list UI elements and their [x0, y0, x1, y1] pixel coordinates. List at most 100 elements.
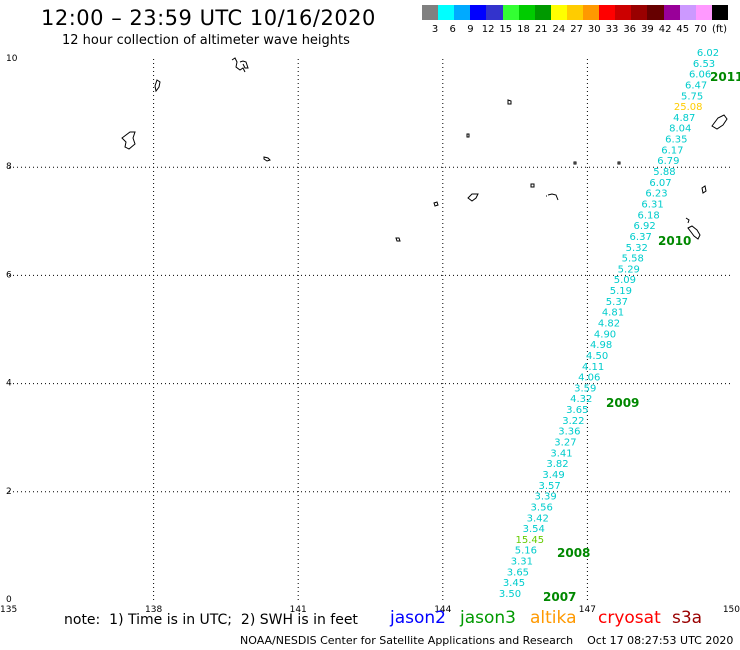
- island: [263, 156, 271, 162]
- track-value: 3.22: [562, 416, 584, 427]
- track-value: 6.53: [693, 59, 715, 70]
- y-tick-label: 4: [6, 379, 12, 389]
- satellite-name-jason2: jason2: [390, 608, 446, 628]
- track-value: 3.54: [523, 524, 545, 535]
- legend-swatch: [502, 5, 520, 20]
- legend-label: 45: [676, 24, 690, 35]
- cycle-label: 2008: [557, 546, 590, 560]
- cycle-label: 2011: [710, 70, 740, 84]
- legend-swatch: [534, 5, 552, 20]
- track-value: 3.57: [538, 481, 560, 492]
- legend-swatch: [454, 5, 471, 20]
- track-value: 3.31: [511, 557, 533, 568]
- legend-swatch: [615, 5, 632, 20]
- legend-swatch: [550, 5, 568, 20]
- legend-swatch: [663, 5, 681, 20]
- legend-swatch: [470, 5, 487, 20]
- track-value: 4.87: [673, 113, 695, 124]
- x-tick-label: 147: [579, 605, 596, 615]
- track-value: 6.18: [637, 210, 659, 221]
- track-value: 3.65: [507, 567, 529, 578]
- track-value: 15.45: [515, 535, 544, 546]
- legend-swatch: [631, 5, 648, 20]
- track-value: 3.39: [535, 492, 557, 503]
- legend-swatch: [583, 5, 600, 20]
- island: [466, 133, 470, 138]
- cycle-label: 2009: [606, 396, 639, 410]
- legend-label: 18: [517, 24, 530, 35]
- footer-credit: NOAA/NESDIS Center for Satellite Applica…: [240, 634, 734, 647]
- y-tick-label: 2: [6, 487, 12, 497]
- islands: [121, 57, 728, 242]
- legend-label: 42: [658, 24, 672, 35]
- legend-swatch: [518, 5, 536, 20]
- y-tick-label: 8: [6, 162, 12, 172]
- legend-swatch: [711, 5, 729, 20]
- legend-swatch: [695, 5, 713, 20]
- legend-label: 36: [623, 24, 637, 35]
- island: [467, 193, 479, 202]
- x-tick-label: 141: [290, 605, 307, 615]
- legend-swatch: [599, 5, 616, 20]
- island: [231, 57, 249, 73]
- track-value: 5.29: [618, 264, 640, 275]
- track-value: 4.06: [578, 373, 600, 384]
- legend-label: 30: [587, 24, 601, 35]
- track-value: 6.37: [630, 232, 652, 243]
- satellite-name-altika: altika: [530, 608, 577, 628]
- track-value: 5.19: [610, 286, 632, 297]
- altimeter-track: 3.503.453.653.315.1615.453.543.423.563.3…: [499, 48, 740, 604]
- track-value: 3.49: [542, 470, 564, 481]
- track-value: 5.37: [606, 297, 628, 308]
- island: [154, 79, 161, 93]
- legend-label: 9: [467, 24, 474, 35]
- track-value: 4.50: [586, 351, 608, 362]
- axis-ticks: 135 138 141 144 147 150 0 2 4 6 8 10: [0, 54, 740, 615]
- island: [573, 161, 577, 165]
- legend-swatch: [566, 5, 584, 20]
- track-value: 3.82: [546, 459, 568, 470]
- track-value: 4.81: [602, 308, 624, 319]
- track-value: 6.07: [649, 178, 671, 189]
- track-value: 6.23: [645, 189, 667, 200]
- track-value: 3.42: [527, 513, 549, 524]
- track-value: 3.59: [574, 383, 596, 394]
- island: [395, 237, 401, 242]
- island: [507, 99, 512, 105]
- track-value: 3.45: [503, 578, 525, 589]
- satellite-name-cryosat: cryosat: [598, 608, 661, 628]
- legend-label: 21: [534, 24, 548, 35]
- island: [685, 217, 701, 240]
- track-value: 6.35: [665, 135, 687, 146]
- track-value: 5.32: [626, 243, 648, 254]
- track-value: 3.27: [554, 438, 576, 449]
- legend-swatch: [679, 5, 697, 20]
- note-text: note: 1) Time is in UTC; 2) SWH is in fe…: [64, 612, 358, 628]
- legend-label: 27: [570, 24, 583, 35]
- island: [701, 185, 707, 194]
- cycle-label: 2010: [658, 234, 691, 248]
- track-value: 6.06: [689, 70, 711, 81]
- legend-swatch: [438, 5, 455, 20]
- track-value: 4.11: [582, 362, 604, 373]
- page-title: 12:00 – 23:59 UTC 10/16/2020: [41, 6, 376, 30]
- legend-swatch: [486, 5, 503, 20]
- track-value: 6.17: [661, 145, 683, 156]
- track-value: 4.90: [594, 329, 616, 340]
- track-value: 5.58: [622, 254, 644, 265]
- track-value: 5.09: [614, 275, 636, 286]
- track-value: 6.47: [685, 80, 707, 91]
- track-value: 25.08: [674, 102, 703, 113]
- legend-label: 70: [694, 24, 707, 35]
- color-scale-legend: 3 6 9 12 15 18 21 24 27 30 33 36 39 42 45 70 (ft): [422, 5, 729, 35]
- track-value: 6.92: [634, 221, 656, 232]
- x-tick-label: 150: [723, 605, 740, 615]
- satellite-name-s3a: s3a: [672, 608, 703, 628]
- track-value: 8.04: [669, 124, 691, 135]
- track-value: 5.75: [681, 91, 703, 102]
- legend-swatch: [647, 5, 665, 20]
- track-value: 6.31: [641, 199, 663, 210]
- legend-label: 15: [499, 24, 513, 35]
- x-tick-label: 144: [434, 605, 451, 615]
